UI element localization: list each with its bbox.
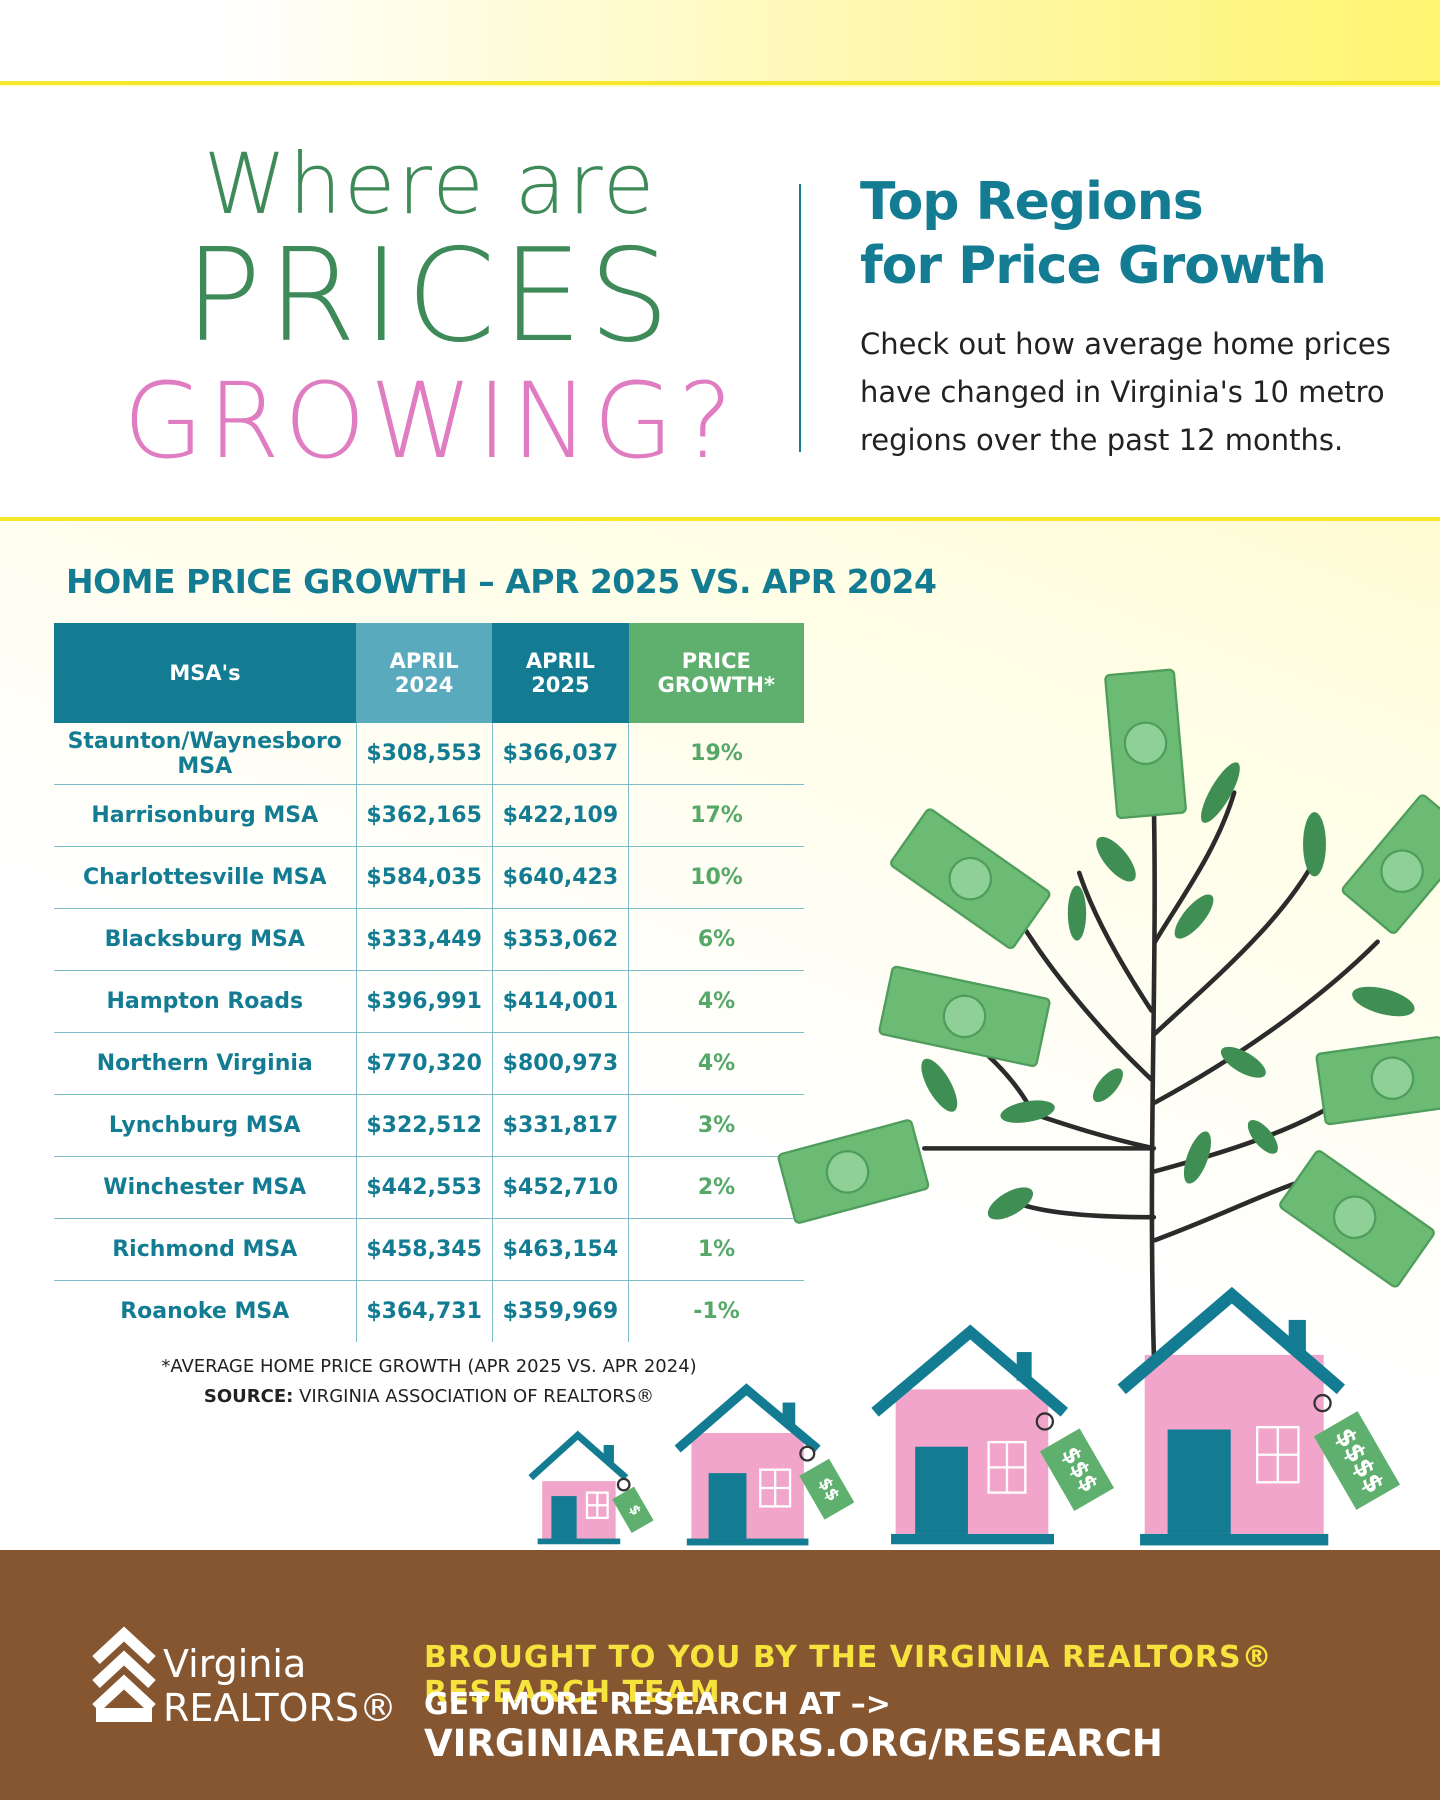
table-cell: $414,001 — [491, 970, 629, 1033]
table-cell: $362,165 — [355, 784, 493, 847]
link-url[interactable]: VIRGINIAREALTORS.ORG/RESEARCH — [424, 1722, 1163, 1765]
table-cell: Charlottesville MSA — [54, 846, 356, 909]
table-cell: $452,710 — [491, 1156, 629, 1219]
source-label: SOURCE: — [203, 1386, 294, 1407]
description: Check out how average home prices have c… — [860, 327, 1391, 457]
table-cell: Blacksburg MSA — [54, 908, 356, 971]
table-cell: Staunton/Waynesboro MSA — [54, 723, 356, 785]
table-cell: $396,991 — [355, 970, 493, 1033]
title-line: GROWING? — [123, 360, 737, 482]
footer — [0, 1550, 1440, 1800]
table-cell: $308,553 — [355, 723, 493, 785]
table-cell: 6% — [628, 908, 804, 971]
table-cell: $458,345 — [355, 1218, 493, 1281]
column-header: PRICE GROWTH* — [628, 623, 804, 723]
table-cell: $322,512 — [355, 1094, 493, 1157]
table-cell: $770,320 — [355, 1032, 493, 1095]
table-cell: Hampton Roads — [54, 970, 356, 1033]
table-row: Charlottesville MSA $584,035 $640,423 10% — [54, 846, 804, 909]
footnote: *AVERAGE HOME PRICE GROWTH (APR 2025 VS.… — [161, 1356, 697, 1377]
source: VIRGINIA ASSOCIATION OF REALTORS® — [299, 1386, 655, 1407]
header-panel — [0, 87, 1440, 517]
table-row: Blacksburg MSA $333,449 $353,062 6% — [54, 908, 804, 971]
table-cell: Northern Virginia — [54, 1032, 356, 1095]
table-row: Winchester MSA $442,553 $452,710 2% — [54, 1156, 804, 1219]
notes: *AVERAGE HOME PRICE GROWTH (APR 2025 VS.… — [54, 1352, 804, 1412]
subtitle: Top Regions — [860, 172, 1204, 232]
table-cell: Winchester MSA — [54, 1156, 356, 1219]
credit: BROUGHT TO YOU BY THE VIRGINIA REALTORS®… — [424, 1640, 1273, 1710]
table-cell: $640,423 — [491, 846, 629, 909]
table-row: Roanoke MSA $364,731 $359,969 -1% — [54, 1280, 804, 1342]
header-row: MSA's APRIL 2024 APRIL 2025 PRICE GROWTH* — [54, 623, 804, 723]
illustration: $ $$ $$$ $$$$ — [528, 668, 1440, 1546]
table-cell: 4% — [628, 1032, 804, 1095]
table-cell: 1% — [628, 1218, 804, 1281]
table-cell: 17% — [628, 784, 804, 847]
table-cell: $364,731 — [355, 1280, 493, 1342]
table-cell: $422,109 — [491, 784, 629, 847]
rule — [799, 184, 801, 452]
table-row: Lynchburg MSA $322,512 $331,817 3% — [54, 1094, 804, 1157]
column-header: MSA's — [54, 623, 356, 723]
divider — [0, 81, 1440, 85]
table-cell: 2% — [628, 1156, 804, 1219]
table-cell: $366,037 — [491, 723, 629, 785]
link-label: GET MORE RESEARCH AT –> — [424, 1687, 891, 1722]
table-cell: 3% — [628, 1094, 804, 1157]
title-line: Where are — [203, 135, 657, 233]
table-row: Harrisonburg MSA $362,165 $422,109 17% — [54, 784, 804, 847]
table-row: Richmond MSA $458,345 $463,154 1% — [54, 1218, 804, 1281]
table-cell: $333,449 — [355, 908, 493, 971]
divider — [0, 517, 1440, 521]
table-cell: $331,817 — [491, 1094, 629, 1157]
logo-text: Virginia — [163, 1642, 307, 1686]
logo-icon — [92, 1626, 156, 1722]
table-cell: 10% — [628, 846, 804, 909]
column-header: APRIL 2025 — [492, 623, 629, 723]
price-table: MSA's APRIL 2024 APRIL 2025 PRICE GROWTH* St… — [54, 623, 804, 1342]
table-cell: Richmond MSA — [54, 1218, 356, 1281]
table-cell: 4% — [628, 970, 804, 1033]
table-cell: $442,553 — [355, 1156, 493, 1219]
research-link: GET MORE RESEARCH AT –> VIRGINIAREALTORS… — [424, 1687, 1440, 1765]
table-cell: -1% — [628, 1280, 804, 1342]
table-cell: $359,969 — [491, 1280, 629, 1342]
table-cell: $584,035 — [355, 846, 493, 909]
title-line: PRICES — [184, 222, 676, 371]
table-title: HOME PRICE GROWTH – APR 2025 VS. APR 202… — [66, 562, 937, 601]
source-line: SOURCE: VIRGINIA ASSOCIATION OF REALTORS… — [54, 1382, 804, 1412]
table-cell: $463,154 — [491, 1218, 629, 1281]
column-header: APRIL 2024 — [356, 623, 493, 723]
subtitle: for Price Growth — [860, 236, 1327, 296]
table-cell: Lynchburg MSA — [54, 1094, 356, 1157]
table-cell: $353,062 — [491, 908, 629, 971]
logo-text: REALTORS® — [163, 1686, 397, 1730]
table-row: Northern Virginia $770,320 $800,973 4% — [54, 1032, 804, 1095]
table-row: Hampton Roads $396,991 $414,001 4% — [54, 970, 804, 1033]
table-cell: 19% — [628, 723, 804, 785]
table-cell: $800,973 — [491, 1032, 629, 1095]
table-cell: Roanoke MSA — [120, 1299, 290, 1324]
table-cell: Harrisonburg MSA — [54, 784, 356, 847]
top-band — [0, 0, 1440, 83]
table-row: Staunton/Waynesboro MSA $308,553 $366,037 1… — [54, 723, 804, 785]
